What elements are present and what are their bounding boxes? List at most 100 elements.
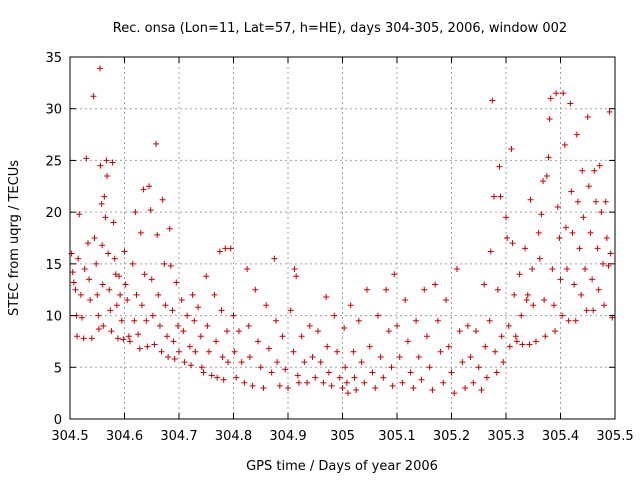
x-tick-label: 305.3 (487, 429, 524, 444)
data-point (580, 214, 587, 221)
data-point (571, 281, 578, 288)
data-point (87, 297, 94, 304)
data-point (343, 379, 350, 386)
data-point (470, 379, 477, 386)
data-point (204, 322, 211, 329)
data-point (448, 369, 455, 376)
data-point (131, 317, 138, 324)
data-point (559, 312, 566, 319)
data-point (538, 211, 545, 218)
data-point (497, 193, 504, 200)
data-point (500, 359, 507, 366)
data-point (260, 384, 267, 391)
data-point (244, 266, 251, 273)
data-point (561, 141, 568, 148)
data-point (161, 260, 168, 267)
data-point (600, 260, 607, 267)
data-point (102, 214, 109, 221)
data-point (140, 186, 147, 193)
y-tick-label: 5 (54, 361, 62, 376)
data-point (84, 240, 91, 247)
data-point (481, 281, 488, 288)
data-point (347, 302, 354, 309)
data-point (108, 328, 115, 335)
data-point (426, 364, 433, 371)
data-point (550, 302, 557, 309)
data-point (560, 90, 567, 97)
x-axis-label: GPS time / Days of year 2006 (246, 459, 438, 474)
data-point (344, 390, 351, 397)
data-point (104, 172, 111, 179)
data-point (328, 382, 335, 389)
y-axis-ticks: 0 5 10 15 20 25 30 35 (45, 51, 615, 428)
data-point (372, 384, 379, 391)
data-point (274, 359, 281, 366)
data-point (80, 335, 87, 342)
data-point (149, 312, 156, 319)
data-point (166, 225, 173, 232)
data-point (98, 200, 105, 207)
data-point (325, 369, 332, 376)
data-point (132, 209, 139, 216)
data-point (144, 343, 151, 350)
data-point (496, 163, 503, 170)
data-point (494, 286, 501, 293)
data-point (530, 302, 537, 309)
grid-lines (70, 57, 615, 419)
data-point (187, 362, 194, 369)
data-point (590, 307, 597, 314)
data-point (126, 338, 133, 345)
data-point (336, 374, 343, 381)
data-point (94, 291, 101, 298)
data-point (252, 286, 259, 293)
data-point (598, 209, 605, 216)
data-point (339, 384, 346, 391)
data-point (95, 312, 102, 319)
data-point (584, 113, 591, 120)
data-point (135, 331, 142, 338)
x-tick-label: 304.7 (160, 429, 197, 444)
data-point (587, 229, 594, 236)
data-point (306, 322, 313, 329)
data-point (358, 359, 365, 366)
data-point (155, 291, 162, 298)
data-point (369, 369, 376, 376)
data-point (602, 198, 609, 205)
data-point (605, 262, 612, 269)
data-point (579, 167, 586, 174)
data-point (342, 364, 349, 371)
data-point (443, 297, 450, 304)
data-point (97, 162, 104, 169)
y-tick-label: 15 (45, 258, 62, 273)
data-point (298, 333, 305, 340)
data-point (543, 172, 550, 179)
data-point (158, 348, 165, 355)
data-point (437, 348, 444, 355)
data-point (574, 198, 581, 205)
data-point (164, 333, 171, 340)
data-point (388, 364, 395, 371)
data-point (205, 348, 212, 355)
data-point (582, 266, 589, 273)
data-point (167, 262, 174, 269)
data-point (136, 345, 143, 352)
data-point (230, 312, 237, 319)
data-point (589, 276, 596, 283)
x-tick-label: 305.4 (542, 429, 579, 444)
data-point (81, 266, 88, 273)
data-point (377, 353, 384, 360)
data-point (165, 353, 172, 360)
data-point (106, 286, 113, 293)
data-point (122, 281, 129, 288)
data-point (413, 317, 420, 324)
data-point (553, 90, 560, 97)
data-point (503, 214, 509, 221)
data-point (594, 245, 601, 252)
data-point (227, 245, 234, 252)
data-point (498, 333, 505, 340)
data-point (364, 286, 371, 293)
data-point (111, 255, 118, 262)
data-point (200, 369, 207, 376)
data-point (399, 379, 406, 386)
